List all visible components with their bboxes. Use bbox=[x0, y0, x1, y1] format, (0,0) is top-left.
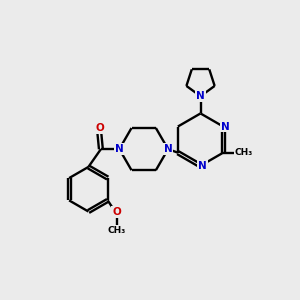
Text: CH₃: CH₃ bbox=[107, 226, 126, 235]
Text: O: O bbox=[112, 207, 121, 217]
Text: N: N bbox=[198, 161, 207, 171]
Text: CH₃: CH₃ bbox=[235, 148, 253, 157]
Text: N: N bbox=[196, 91, 205, 101]
Text: O: O bbox=[95, 123, 104, 133]
Text: N: N bbox=[221, 122, 230, 131]
Text: N: N bbox=[115, 144, 124, 154]
Text: N: N bbox=[164, 144, 172, 154]
